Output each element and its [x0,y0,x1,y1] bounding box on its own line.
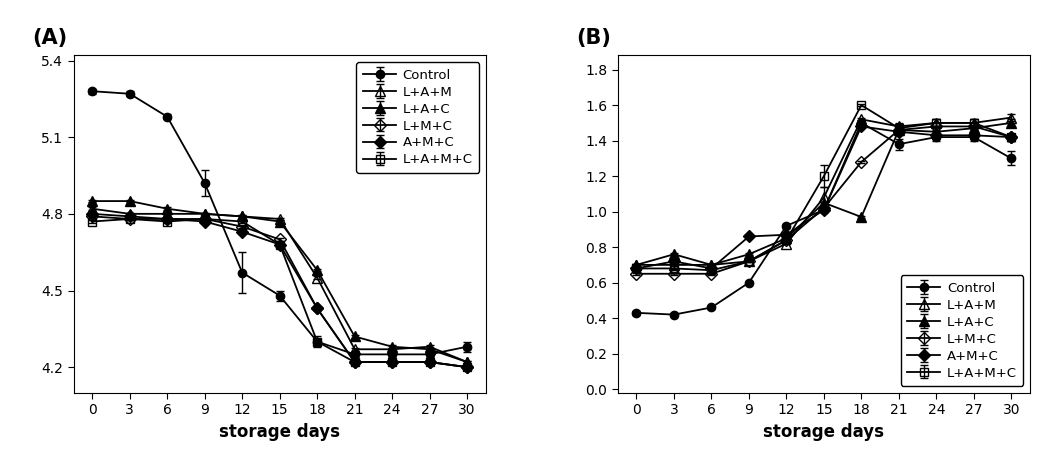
X-axis label: storage days: storage days [220,423,341,441]
X-axis label: storage days: storage days [763,423,884,441]
Text: (B): (B) [577,29,612,49]
Legend: Control, L+A+M, L+A+C, L+M+C, A+M+C, L+A+M+C: Control, L+A+M, L+A+C, L+M+C, A+M+C, L+A… [356,62,479,173]
Legend: Control, L+A+M, L+A+C, L+M+C, A+M+C, L+A+M+C: Control, L+A+M, L+A+C, L+M+C, A+M+C, L+A… [901,275,1024,386]
Text: (A): (A) [33,29,67,49]
